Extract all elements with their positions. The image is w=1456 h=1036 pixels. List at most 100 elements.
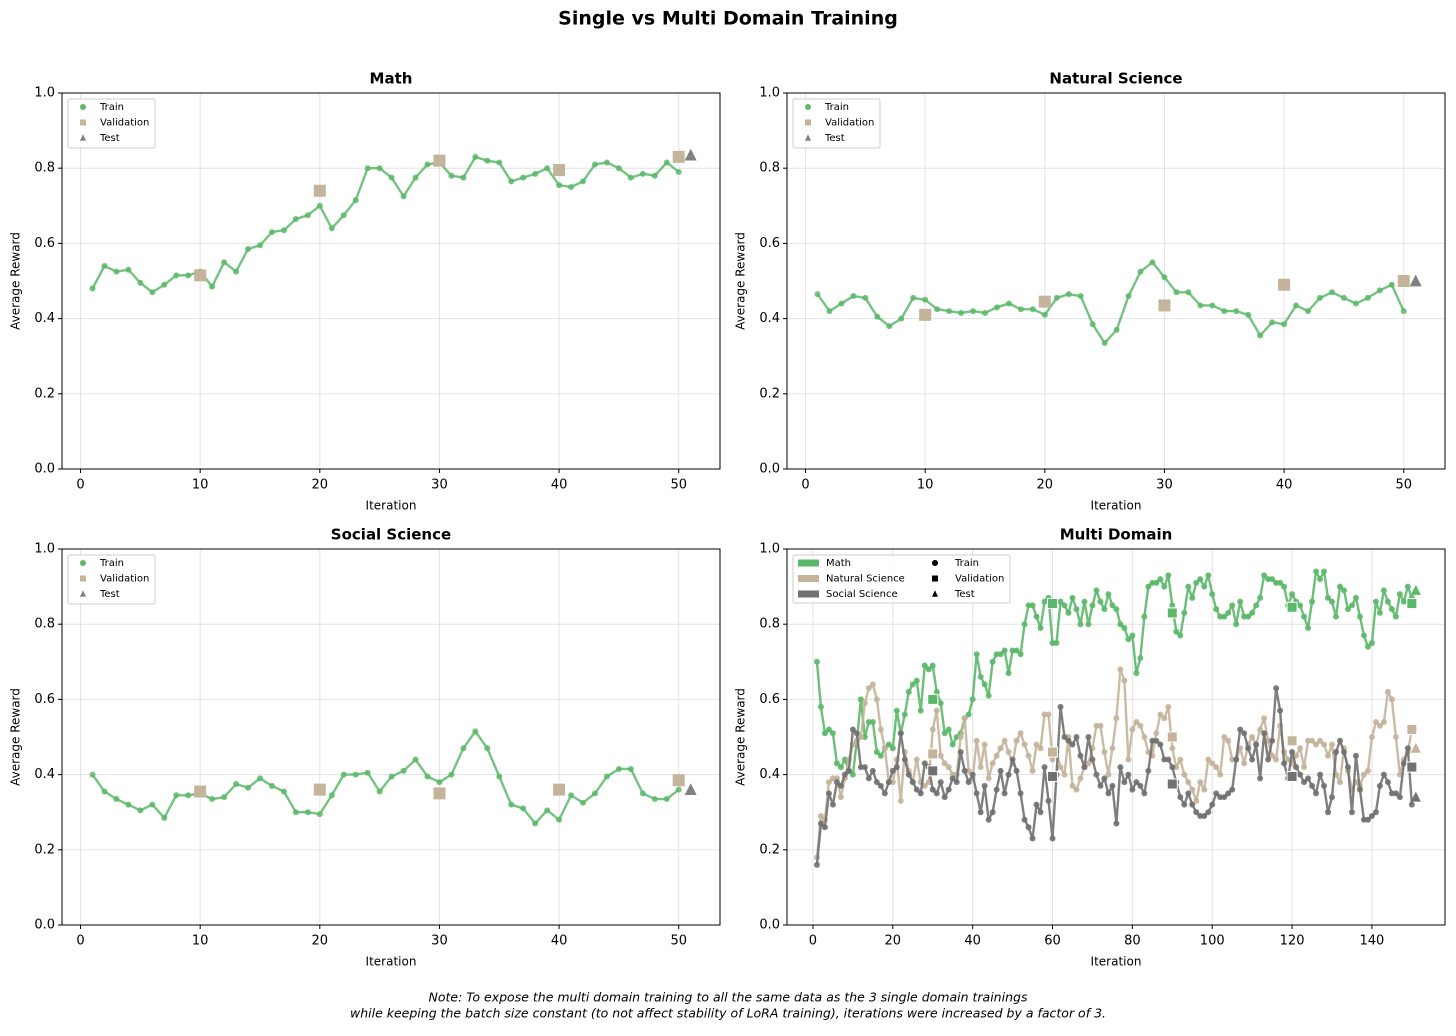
figure-title: Single vs Multi Domain Training (558, 8, 898, 30)
y-tick-label: 1.0 (759, 86, 780, 101)
train-point (1105, 591, 1112, 598)
train-point (1245, 613, 1252, 620)
train-point (1325, 809, 1332, 816)
validation-point (1406, 723, 1418, 735)
train-point (1384, 779, 1391, 786)
y-axis-label: Average Reward (734, 688, 748, 786)
train-point (845, 767, 852, 774)
train-point (1057, 703, 1064, 710)
train-point (591, 790, 598, 797)
legend-marker (805, 104, 811, 110)
train-point (1157, 711, 1164, 718)
train-point (1001, 790, 1008, 797)
train-point (857, 696, 864, 703)
train-point (532, 820, 539, 827)
train-point (1201, 786, 1208, 793)
train-point (1085, 621, 1092, 628)
train-point (1001, 647, 1008, 654)
train-point (1073, 786, 1080, 793)
y-tick-label: 0.6 (759, 236, 780, 251)
train-point (1241, 730, 1248, 737)
train-point (1073, 606, 1080, 613)
train-point (1089, 756, 1096, 763)
train-point (877, 726, 884, 733)
train-point (1384, 688, 1391, 695)
train-point (1113, 606, 1120, 613)
train-point (833, 760, 840, 767)
train-point (412, 174, 419, 181)
train-point (825, 726, 832, 733)
train-point (1233, 621, 1240, 628)
train-point (1197, 302, 1204, 309)
train-point (316, 202, 323, 209)
x-tick-label: 40 (1276, 478, 1293, 493)
train-point (1293, 764, 1300, 771)
train-point (1133, 718, 1140, 725)
train-point (1364, 643, 1371, 650)
y-axis-label: Average Reward (734, 232, 748, 330)
validation-point (1166, 731, 1178, 743)
train-point (185, 272, 192, 279)
train-point (1085, 760, 1092, 767)
train-point (817, 812, 824, 819)
train-point (1133, 779, 1140, 786)
subplot-title: Social Science (331, 526, 451, 544)
validation-point (927, 765, 939, 777)
y-tick-label: 0.6 (34, 692, 55, 707)
train-point (913, 786, 920, 793)
train-point (1356, 613, 1363, 620)
train-point (1185, 583, 1192, 590)
legend-label: Validation (100, 118, 149, 129)
validation-point (1166, 778, 1178, 790)
train-point (1368, 812, 1375, 819)
train-point (1404, 583, 1411, 590)
train-point (981, 741, 988, 748)
train-point (472, 728, 479, 735)
note: while keeping the batch size constant (t… (350, 1006, 1106, 1021)
legend-label: Social Science (826, 589, 898, 600)
train-point (1313, 741, 1320, 748)
legend-marker (80, 575, 86, 582)
train-point (837, 782, 844, 789)
train-point (1257, 332, 1264, 339)
train-point (1336, 583, 1343, 590)
train-point (256, 775, 263, 782)
train-point (1137, 655, 1144, 662)
train-point (1141, 734, 1148, 740)
train-point (1165, 703, 1172, 710)
train-point (663, 159, 670, 166)
train-point (929, 726, 936, 733)
train-point (1396, 591, 1403, 598)
train-point (929, 662, 936, 669)
train-point (813, 861, 820, 868)
train-point (1317, 737, 1324, 744)
train-point (1153, 579, 1160, 586)
train-point (1037, 624, 1044, 631)
train-point (1025, 752, 1032, 759)
y-tick-label: 0.0 (759, 462, 780, 477)
train-point (889, 745, 896, 752)
legend-label: Validation (955, 574, 1004, 585)
train-point (1041, 598, 1048, 605)
validation-point (1286, 770, 1298, 782)
train-point (877, 782, 884, 789)
train-point (1177, 632, 1184, 639)
y-tick-label: 0.2 (759, 386, 780, 401)
train-point (1113, 715, 1120, 722)
train-point (1141, 613, 1148, 620)
series-line (91, 155, 680, 294)
x-tick-label: 30 (431, 478, 448, 493)
series-line (816, 261, 1405, 345)
x-tick-label: 20 (1037, 478, 1054, 493)
train-point (901, 756, 908, 763)
eval-point (553, 164, 566, 177)
train-point (1229, 786, 1236, 793)
train-point (1273, 756, 1280, 763)
legend-label: Train (954, 558, 979, 569)
train-point (1005, 771, 1012, 778)
y-tick-label: 0.4 (34, 311, 55, 326)
x-tick-label: 50 (670, 478, 687, 493)
train-point (949, 741, 956, 748)
train-point (1061, 771, 1068, 778)
train-point (821, 730, 828, 737)
